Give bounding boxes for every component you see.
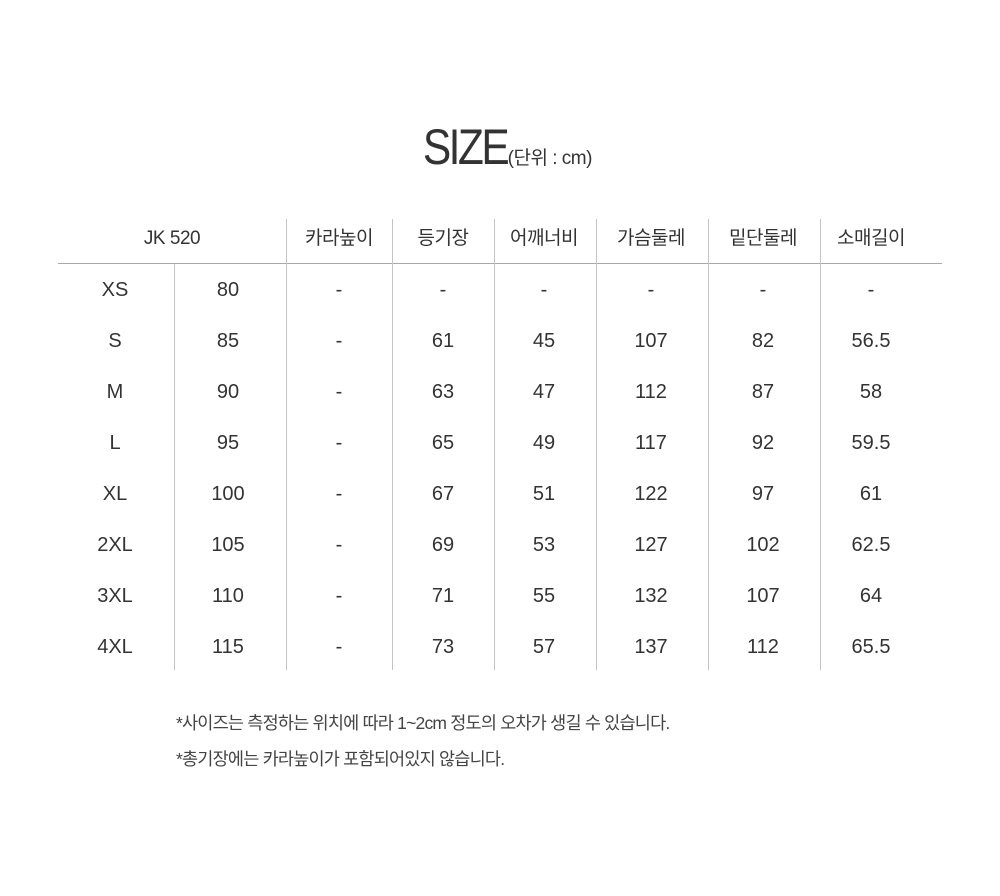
size-label: XS — [101, 279, 129, 301]
table-cell: - — [540, 279, 548, 301]
table-cell: 69 — [431, 534, 455, 556]
table-cell: 73 — [431, 636, 455, 658]
table-cell: - — [335, 534, 343, 556]
table-cell: 97 — [751, 483, 775, 505]
table-cell: 51 — [532, 483, 556, 505]
table-cell: - — [335, 330, 343, 352]
title-main: SIZE — [422, 119, 510, 175]
table-cell: 105 — [211, 534, 245, 556]
column-header: 어깨너비 — [510, 228, 578, 249]
column-divider — [174, 264, 175, 670]
table-cell: 64 — [859, 585, 883, 607]
table-cell: 102 — [746, 534, 780, 556]
table-cell: - — [647, 279, 655, 301]
note-length: *총기장에는 카라높이가 포함되어있지 않습니다. — [176, 749, 505, 769]
table-cell: 56.5 — [851, 330, 891, 352]
table-cell: 65.5 — [851, 636, 891, 658]
column-divider — [708, 219, 709, 670]
size-label: 3XL — [97, 585, 133, 607]
column-header: 카라높이 — [305, 228, 373, 249]
size-label: 2XL — [97, 534, 133, 556]
table-cell: - — [335, 432, 343, 454]
size-label: M — [106, 381, 124, 403]
size-label: L — [109, 432, 121, 454]
size-label: 4XL — [97, 636, 133, 658]
table-cell: 112 — [747, 636, 779, 658]
table-cell: 92 — [751, 432, 775, 454]
table-cell: 58 — [859, 381, 883, 403]
table-cell: - — [439, 279, 447, 301]
table-cell: 107 — [746, 585, 780, 607]
column-header: 가슴둘레 — [617, 228, 685, 249]
column-divider — [494, 219, 495, 670]
table-cell: 115 — [212, 636, 244, 658]
table-cell: 62.5 — [851, 534, 891, 556]
header-divider — [58, 263, 942, 264]
table-cell: 55 — [532, 585, 556, 607]
table-cell: - — [335, 636, 343, 658]
column-header: 소매길이 — [837, 228, 905, 249]
table-cell: 112 — [635, 381, 667, 403]
table-cell: - — [335, 483, 343, 505]
column-header: 밑단둘레 — [729, 228, 797, 249]
table-cell: 47 — [532, 381, 556, 403]
table-cell: - — [335, 381, 343, 403]
table-cell: 137 — [634, 636, 668, 658]
table-cell: 107 — [634, 330, 668, 352]
table-cell: 82 — [751, 330, 775, 352]
column-header: 등기장 — [417, 228, 469, 249]
size-label: XL — [102, 483, 128, 505]
note-measurement: *사이즈는 측정하는 위치에 따라 1~2cm 정도의 오차가 생길 수 있습니… — [176, 713, 670, 733]
table-cell: 57 — [532, 636, 556, 658]
table-cell: 110 — [212, 585, 244, 607]
page-title: SIZE (단위 : cm) — [0, 118, 1000, 176]
table-cell: 59.5 — [851, 432, 891, 454]
table-cell: 132 — [634, 585, 668, 607]
table-cell: 63 — [431, 381, 455, 403]
title-unit: (단위 : cm) — [507, 148, 593, 169]
table-cell: 61 — [431, 330, 455, 352]
table-cell: - — [867, 279, 875, 301]
table-cell: 80 — [216, 279, 240, 301]
column-header: JK 520 — [143, 228, 201, 249]
table-cell: 100 — [211, 483, 245, 505]
table-cell: 49 — [532, 432, 556, 454]
table-cell: 71 — [431, 585, 455, 607]
table-cell: 85 — [216, 330, 240, 352]
table-cell: 95 — [216, 432, 240, 454]
table-cell: - — [335, 585, 343, 607]
column-divider — [286, 219, 287, 670]
table-cell: 45 — [532, 330, 556, 352]
table-cell: - — [335, 279, 343, 301]
column-divider — [596, 219, 597, 670]
table-cell: 65 — [431, 432, 455, 454]
table-cell: 122 — [634, 483, 668, 505]
table-cell: 61 — [859, 483, 883, 505]
table-cell: 90 — [216, 381, 240, 403]
table-cell: 87 — [751, 381, 775, 403]
column-divider — [820, 219, 821, 670]
table-cell: 127 — [634, 534, 668, 556]
column-divider — [392, 219, 393, 670]
table-cell: 53 — [532, 534, 556, 556]
table-cell: 117 — [635, 432, 667, 454]
size-label: S — [108, 330, 122, 352]
table-cell: 67 — [431, 483, 455, 505]
table-cell: - — [759, 279, 767, 301]
